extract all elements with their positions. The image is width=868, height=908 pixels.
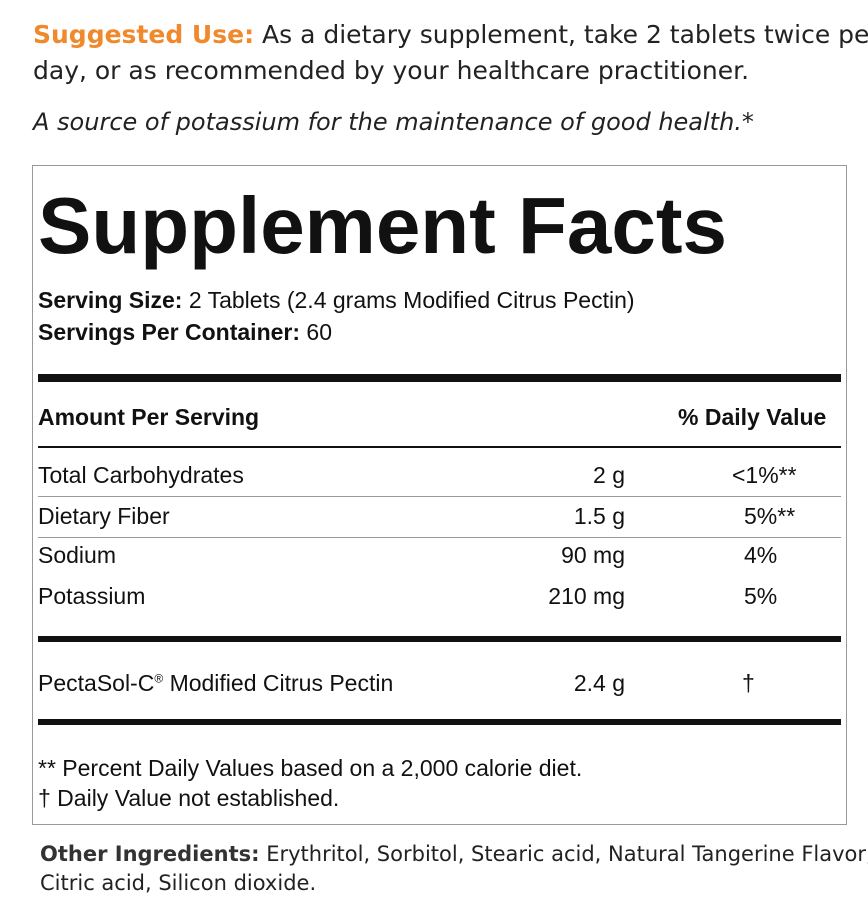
rule	[38, 446, 841, 448]
nutrient-dv: 5%**	[744, 503, 796, 529]
thick-rule	[38, 636, 841, 642]
label: Other Ingredients:	[40, 842, 260, 866]
nutrient-name: Sodium	[38, 542, 116, 568]
proprietary-name: PectaSol-C® Modified Citrus Pectin	[38, 670, 393, 697]
nutrient-dv: 5%	[744, 583, 778, 609]
tagline: A source of potassium for the maintenanc…	[33, 108, 754, 136]
nutrient-dv: <1%**	[732, 462, 797, 488]
suggested-use: Suggested Use: As a dietary supplement, …	[33, 20, 868, 49]
footnote: ** Percent Daily Values based on a 2,000…	[38, 755, 583, 781]
suggested-use-label: Suggested Use:	[33, 20, 255, 49]
facts-box	[32, 165, 847, 825]
thick-rule	[38, 719, 841, 725]
nutrient-amount: 210 mg	[548, 583, 625, 609]
proprietary-dv: †	[742, 670, 755, 696]
nutrient-name: Total Carbohydrates	[38, 462, 244, 488]
mark: ®	[154, 671, 164, 686]
value: 60	[306, 319, 333, 345]
header-amount: Amount Per Serving	[38, 404, 260, 430]
suggested-use-text: As a dietary supplement, take 2 tablets …	[262, 20, 868, 49]
nutrient-amount: 1.5 g	[573, 503, 625, 529]
footnote: † Daily Value not established.	[38, 785, 340, 811]
other-ingredients: Other Ingredients: Erythritol, Sorbitol,…	[40, 842, 868, 866]
facts-title: Supplement Facts	[38, 181, 728, 270]
serving-size: Serving Size: 2 Tablets (2.4 grams Modif…	[38, 287, 635, 314]
servings-per-container: Servings Per Container: 60	[38, 319, 332, 346]
nutrient-amount: 90 mg	[561, 542, 625, 568]
value: 2 Tablets (2.4 grams Modified Citrus Pec…	[188, 287, 635, 313]
name: PectaSol-C	[38, 670, 155, 696]
label: Serving Size:	[38, 287, 183, 313]
thick-rule	[38, 374, 841, 382]
row-divider	[38, 537, 841, 538]
header-dv: % Daily Value	[678, 404, 827, 430]
nutrient-dv: 4%	[744, 542, 778, 568]
row-divider	[38, 496, 841, 497]
name-rest: Modified Citrus Pectin	[169, 670, 394, 696]
proprietary-amount: 2.4 g	[573, 670, 625, 696]
text: Erythritol, Sorbitol, Stearic acid, Natu…	[266, 842, 868, 866]
nutrient-name: Dietary Fiber	[38, 503, 170, 529]
nutrient-name: Potassium	[38, 583, 146, 609]
nutrient-amount: 2 g	[593, 462, 625, 488]
label: Servings Per Container:	[38, 319, 301, 345]
suggested-use-text: day, or as recommended by your healthcar…	[33, 56, 750, 85]
other-ingredients-text: Citric acid, Silicon dioxide.	[40, 871, 317, 895]
